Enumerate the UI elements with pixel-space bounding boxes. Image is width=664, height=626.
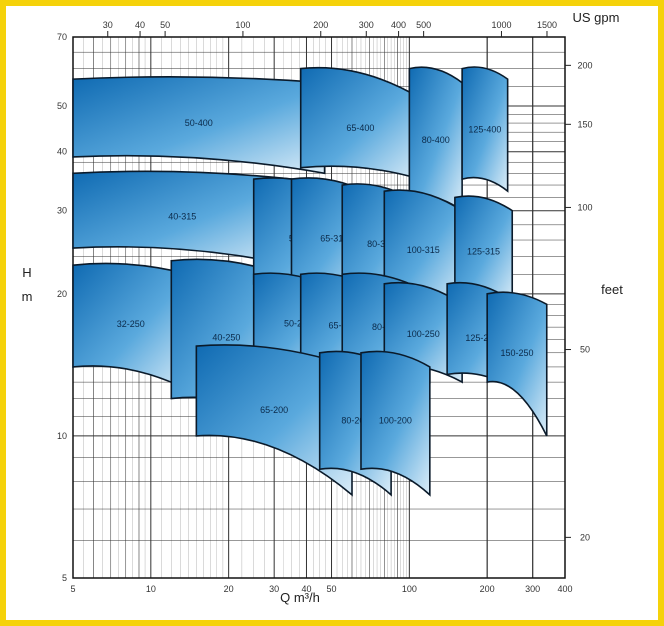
pump-region-125-400 (461, 66, 509, 193)
x2-tick-label: 50 (160, 20, 170, 30)
x-tick-label: 20 (224, 584, 234, 594)
x-tick-label: 200 (480, 584, 495, 594)
x-tick-label: 400 (557, 584, 572, 594)
y-tick-label: 30 (57, 206, 67, 216)
x-tick-label: 30 (269, 584, 279, 594)
pump-region-label: 40-315 (168, 211, 196, 221)
x-tick-label: 50 (327, 584, 337, 594)
x-tick-label: 40 (301, 584, 311, 594)
y-tick-label: 5 (62, 573, 67, 583)
pump-region-label: 100-250 (407, 329, 440, 339)
x-tick-label: 10 (146, 584, 156, 594)
pump-region-label: 65-400 (346, 123, 374, 133)
x-tick-label: 100 (402, 584, 417, 594)
y-axis-title-h: H (22, 265, 31, 280)
x2-tick-label: 40 (135, 20, 145, 30)
pump-region-label: 100-200 (379, 416, 412, 426)
pump-region-label: 80-200 (341, 416, 369, 426)
x2-tick-label: 200 (313, 20, 328, 30)
x2-tick-label: 100 (235, 20, 250, 30)
pump-region-label: 80-400 (422, 135, 450, 145)
y2-axis-title: feet (601, 282, 623, 297)
pump-region-label: 100-315 (407, 245, 440, 255)
x2-tick-label: 500 (416, 20, 431, 30)
pump-region-65-200 (195, 344, 353, 497)
y-tick-label: 50 (57, 101, 67, 111)
y-tick-label: 70 (57, 32, 67, 42)
x2-tick-label: 1000 (491, 20, 511, 30)
x2-tick-label: 1500 (537, 20, 557, 30)
pump-region-50-400 (72, 76, 326, 175)
y-tick-label: 10 (57, 431, 67, 441)
x-axis-title: Q m³/h (280, 590, 320, 605)
pump-region-label: 150-250 (500, 348, 533, 358)
pump-region-label: 80-315 (367, 239, 395, 249)
pump-region-label: 125-400 (468, 124, 501, 134)
pump-region-label: 125-250 (465, 333, 498, 343)
pump-region-label: 40-250 (212, 332, 240, 342)
pump-regions: 50-400 40-315 32-250 40-250 65-400 80-400 125-… (72, 66, 548, 497)
x-tick-label: 5 (70, 584, 75, 594)
y2-tick-label: 100 (577, 202, 592, 212)
x2-axis-title: US gpm (573, 10, 620, 25)
y2-tick-label: 20 (580, 532, 590, 542)
x2-tick-label: 400 (391, 20, 406, 30)
pump-region-label: 125-315 (467, 246, 500, 256)
pump-region-label: 65-200 (260, 405, 288, 415)
y-tick-label: 40 (57, 147, 67, 157)
y-axis-title-m: m (22, 289, 33, 304)
pump-region-label: 65-315 (320, 233, 348, 243)
pump-region-label: 32-250 (117, 319, 145, 329)
x-tick-label: 300 (525, 584, 540, 594)
pump-region-label: 50-250 (284, 319, 312, 329)
y2-tick-label: 150 (577, 119, 592, 129)
y-tick-label: 20 (57, 289, 67, 299)
pump-region-100-200 (360, 350, 431, 497)
pump-region-150-250 (486, 291, 548, 437)
y2-tick-label: 200 (577, 60, 592, 70)
pump-region-label: 50-400 (185, 118, 213, 128)
y2-tick-label: 50 (580, 345, 590, 355)
x2-tick-label: 30 (103, 20, 113, 30)
x2-tick-label: 300 (359, 20, 374, 30)
